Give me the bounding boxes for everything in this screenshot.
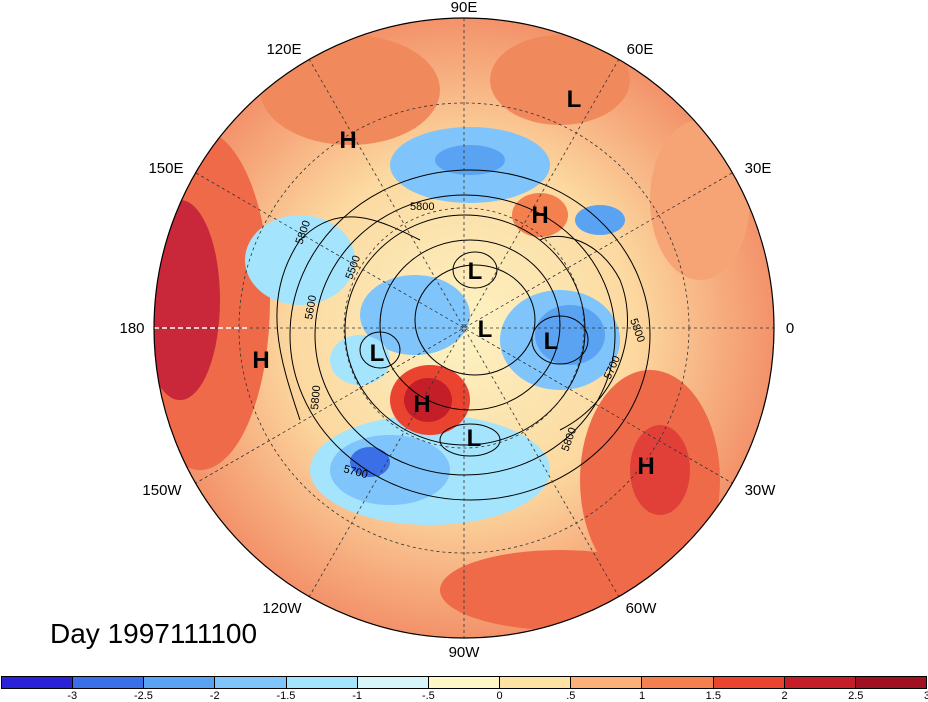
colorbar-swatch (428, 677, 501, 688)
colorbar-swatch (215, 677, 287, 688)
colorbar-boxes (1, 676, 927, 689)
lon-label-150e: 150E (148, 160, 183, 177)
map-border (153, 17, 775, 639)
colorbar-tick-label: 1.5 (705, 690, 721, 702)
low-center-marker: L (370, 340, 385, 367)
colorbar-swatch (286, 677, 358, 688)
colorbar-tick-label: -1 (352, 690, 363, 702)
contour-label: 5600 (303, 294, 319, 320)
low-center-marker: L (544, 328, 559, 355)
high-center-marker: H (531, 202, 548, 229)
lon-label-30e: 30E (745, 160, 772, 177)
polar-map: 90E 60E 30E 0 30W 60W 90W 120W 150W 180 … (119, 0, 794, 661)
contour-labels: 5800 5500 5600 5800 5800 5700 5800 5700 … (294, 201, 647, 481)
colorbar: -3 -2.5 -2 -1.5 -1 -.5 0 .5 1 1.5 2 2.5 3 (0, 676, 928, 702)
height-contours (276, 169, 651, 501)
colorbar-swatch (357, 677, 429, 688)
lon-label-120e: 120E (266, 41, 301, 58)
lon-label-90e: 90E (451, 0, 478, 16)
plot-title: Day 1997111100 (50, 618, 258, 649)
colorbar-tick-label: 3 (923, 690, 928, 702)
graticule (154, 18, 774, 638)
high-center-marker: H (252, 347, 269, 374)
colorbar-tick-label: 0 (496, 690, 503, 702)
colorbar-tick-label: 1 (639, 690, 646, 702)
colorbar-swatch (642, 677, 714, 688)
contour-label: 5800 (309, 385, 323, 410)
high-center-marker: H (413, 391, 430, 418)
longitude-labels: 90E 60E 30E 0 30W 60W 90W 120W 150W 180 … (119, 0, 794, 661)
low-center-marker: L (468, 258, 483, 285)
lon-label-120w: 120W (262, 600, 302, 617)
colorbar-tick-label: .5 (566, 690, 576, 702)
lon-label-150w: 150W (142, 482, 182, 499)
colorbar-tick-label: 2.5 (848, 690, 864, 702)
lon-label-0: 0 (786, 320, 794, 337)
lon-label-90w: 90W (449, 644, 481, 661)
low-center-marker: L (467, 425, 482, 452)
anomaly-field (154, 18, 774, 638)
colorbar-swatch (855, 677, 927, 688)
contour-label: 5800 (410, 201, 434, 213)
low-center-marker: L (567, 86, 582, 113)
colorbar-swatch (784, 677, 856, 688)
lon-label-60w: 60W (626, 600, 658, 617)
colorbar-swatch (571, 677, 643, 688)
colorbar-swatch (713, 677, 785, 688)
colorbar-tick-label: -2 (209, 690, 220, 702)
colorbar-tick-label: -1.5 (276, 690, 296, 702)
colorbar-tick-label: -.5 (421, 690, 435, 702)
high-center-marker: H (339, 127, 356, 154)
lon-label-30w: 30W (745, 482, 777, 499)
colorbar-tick-label: -3 (67, 690, 78, 702)
colorbar-swatch (73, 677, 145, 688)
lon-label-60e: 60E (627, 41, 654, 58)
colorbar-swatch (500, 677, 572, 688)
colorbar-swatch (2, 677, 74, 688)
pressure-centers: L L L L L L H H H H H (252, 86, 654, 480)
colorbar-tick-label: -2.5 (133, 690, 153, 702)
colorbar-swatch (144, 677, 216, 688)
colorbar-tick-label: 2 (781, 690, 788, 702)
low-center-marker: L (478, 316, 493, 343)
high-center-marker: H (637, 453, 654, 480)
lon-label-180: 180 (119, 320, 144, 337)
